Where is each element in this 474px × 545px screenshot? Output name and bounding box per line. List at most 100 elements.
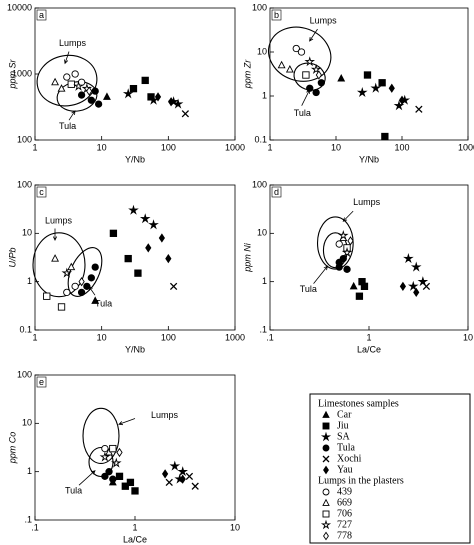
point (101, 472, 109, 481)
point (61, 267, 73, 278)
panel-letter: d (274, 187, 279, 197)
point (167, 97, 175, 107)
point (388, 83, 395, 93)
legend-label: 706 (337, 508, 352, 519)
point (169, 282, 178, 291)
annotation: Tula (59, 121, 76, 131)
y-tick-label: .1 (259, 324, 267, 334)
point (191, 482, 199, 490)
legend-marker (322, 410, 330, 418)
annotation-arrow (301, 89, 311, 106)
point (124, 254, 132, 263)
point (162, 469, 169, 479)
y-tick-label: 100 (17, 134, 32, 144)
legend-marker (322, 422, 330, 430)
group-ellipse (56, 81, 98, 112)
y-tick-label: 10 (22, 228, 32, 238)
point (165, 478, 173, 487)
annotation: Lumps (151, 410, 179, 420)
y-tick-label: 1 (262, 276, 267, 286)
point (126, 478, 135, 487)
point (141, 76, 149, 85)
y-tick-label: 1 (27, 466, 32, 476)
point (145, 243, 152, 253)
point (122, 88, 134, 99)
point (165, 253, 172, 264)
legend-title: Limestones samples (318, 398, 399, 409)
legend-marker (322, 488, 330, 496)
legend-label: Xochi (337, 453, 362, 464)
point (109, 229, 118, 237)
point (312, 88, 320, 97)
point (77, 91, 86, 99)
x-tick-label: 1 (132, 522, 137, 532)
x-tick-label: 1000 (458, 142, 474, 152)
y-axis-label: U/Pb (7, 247, 17, 267)
y-axis-label: ppm Co (7, 432, 17, 465)
y-tick-label: 10 (257, 228, 267, 238)
point (67, 80, 75, 88)
group-ellipse (32, 232, 86, 298)
point (43, 292, 51, 300)
point (77, 288, 86, 297)
panel-letter: b (274, 10, 279, 20)
x-tick-label: 10 (331, 142, 341, 152)
legend-label: 727 (337, 519, 352, 530)
x-tick-label: 10 (230, 522, 240, 532)
point (179, 474, 186, 484)
point (63, 73, 71, 81)
point (67, 262, 76, 271)
point (128, 204, 139, 215)
point (99, 451, 111, 462)
point (121, 482, 129, 490)
point (381, 132, 389, 141)
legend-marker (320, 431, 332, 442)
x-tick-label: 10 (97, 142, 107, 152)
y-tick-label: 10 (22, 418, 32, 428)
point (78, 277, 85, 287)
x-tick-label: .1 (266, 332, 274, 342)
annotation: Lumps (45, 216, 73, 226)
x-tick-label: 100 (161, 332, 176, 342)
point (417, 276, 429, 287)
legend-label: Tula (337, 442, 356, 453)
point (73, 80, 84, 91)
x-axis-label: Y/Nb (359, 154, 379, 164)
point (51, 254, 60, 262)
x-tick-label: 1 (32, 142, 37, 152)
point (310, 63, 322, 75)
x-tick-label: 1 (267, 142, 272, 152)
point (347, 236, 354, 246)
plot-frame (34, 184, 236, 331)
legend-marker (322, 455, 330, 463)
point (407, 280, 419, 291)
point (51, 77, 60, 86)
point (185, 472, 194, 481)
y-tick-label: 10000 (7, 2, 32, 12)
legend-marker (322, 510, 330, 518)
point (304, 56, 316, 67)
point (177, 466, 189, 477)
point (87, 96, 95, 104)
y-tick-label: 100 (17, 179, 32, 189)
point (422, 282, 431, 291)
y-axis-label: ppm Sr (7, 58, 17, 89)
group-ellipse (36, 54, 98, 107)
legend-label: Car (337, 409, 352, 420)
annotation-arrow (78, 470, 96, 486)
legend-marker (323, 531, 329, 541)
point (315, 70, 322, 80)
point (181, 110, 190, 118)
point (86, 86, 93, 96)
y-tick-label: 1 (262, 90, 267, 100)
point (115, 472, 124, 481)
annotation-arrow (342, 210, 354, 222)
point (169, 460, 181, 471)
point (154, 92, 162, 102)
point (103, 92, 111, 100)
point (105, 468, 113, 476)
group-ellipse (316, 216, 354, 270)
point (131, 487, 139, 495)
point (378, 79, 386, 87)
x-tick-label: 10 (97, 332, 107, 342)
